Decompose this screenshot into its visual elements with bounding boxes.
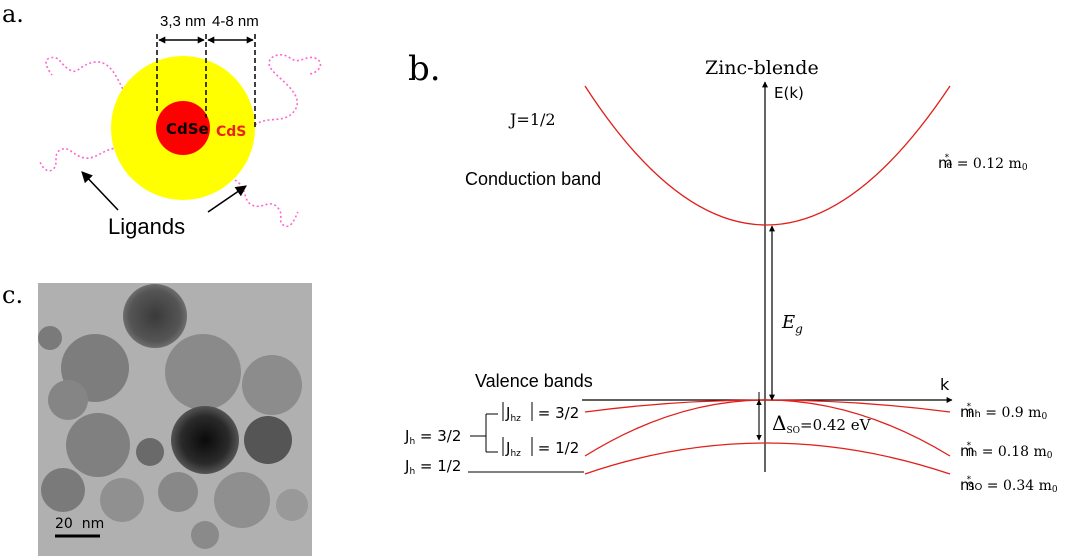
m-letter: m: [960, 403, 975, 421]
k-axis-label: k: [940, 375, 950, 394]
m-subscript: e: [946, 160, 952, 171]
electron-mass-label: m* e = 0.12 m0: [938, 153, 1028, 173]
j-letter: J: [505, 404, 510, 422]
m-subscript: SO: [968, 482, 982, 493]
ligand-arrow-right: [207, 185, 247, 213]
light-hole-band: [584, 399, 951, 457]
m-subscript: hh: [968, 409, 981, 420]
ligands-label: Ligands: [108, 214, 185, 239]
j-value: = 1/2: [415, 457, 461, 475]
jh-32-label: Jh = 3/2: [404, 427, 461, 447]
m-star: *: [967, 475, 972, 485]
nanoparticle: [242, 355, 302, 415]
m-letter: m: [960, 476, 975, 494]
m-value: = 0.12 m: [952, 156, 1022, 172]
split-off-mass-label: m* SO = 0.34 m0: [960, 475, 1058, 495]
diagram-title: Zinc-blende: [705, 57, 819, 79]
conduction-band: [584, 85, 951, 226]
spin-orbit-label: ΔSO=0.42 eV: [772, 411, 872, 436]
panel-b: b. Zinc-blende E(k) k J=1/2 Conduction b…: [404, 49, 1058, 495]
m-letter: m: [938, 154, 953, 172]
band-gap-subscript: g: [795, 322, 803, 336]
j-subscript: hz: [510, 414, 521, 424]
split-off-band: [584, 442, 951, 475]
nanoparticle: [171, 406, 239, 474]
spin-orbit-symbol: Δ: [772, 411, 786, 435]
nanoparticle: [136, 438, 164, 466]
jh-12-label: Jh = 1/2: [404, 457, 461, 477]
m-value: = 0.9 m: [981, 405, 1042, 421]
ligand-strand-top-left: [45, 56, 131, 101]
ligand-strand-right-top: [254, 54, 322, 126]
shell-label: CdS: [216, 124, 246, 140]
m-subscript: lh: [968, 448, 977, 459]
light-hole-mass-label: m* lh = 0.18 m0: [960, 441, 1053, 461]
tem-image: 20 nm: [38, 283, 312, 556]
scale-label: 20 nm: [55, 516, 104, 532]
j-subscript: h: [409, 437, 415, 447]
jhz-12-label: Jhz = 1/2: [502, 437, 579, 459]
panel-a-label: a.: [2, 0, 24, 28]
bracket-lines: [470, 413, 498, 453]
j-letter: J: [404, 427, 409, 445]
nanoparticle: [41, 468, 85, 512]
core-label: CdSe: [166, 120, 209, 138]
band-gap-symbol: E: [781, 312, 795, 333]
jh-bracket: [470, 413, 498, 453]
nanoparticle: [100, 478, 144, 522]
m-star: *: [967, 441, 972, 451]
j-value: = 3/2: [415, 427, 461, 445]
m-star: *: [967, 402, 972, 412]
nanoparticle: [38, 326, 62, 350]
jhz-value: = 1/2: [533, 439, 579, 457]
nanoparticle: [158, 472, 198, 512]
ligand-arrow-left: [81, 171, 119, 211]
m-value: = 0.18 m: [977, 444, 1047, 460]
nanoparticle: [123, 284, 187, 348]
panel-c: c. 20 nm: [2, 281, 312, 556]
cdse-core: [156, 101, 210, 155]
energy-axis-label: E(k): [774, 84, 804, 102]
ligand-strand-bottom-right: [234, 179, 299, 228]
panel-c-label: c.: [2, 281, 23, 309]
m-zero: 0: [1022, 163, 1028, 173]
nanoparticle: [244, 416, 292, 464]
nanoparticle: [214, 472, 270, 528]
m-zero: 0: [1047, 451, 1053, 461]
ligand-strand-left: [39, 147, 119, 172]
nanoparticle: [48, 380, 88, 420]
spin-orbit-value: =0.42 eV: [800, 416, 872, 434]
jhz-32-label: Jhz = 3/2: [502, 402, 579, 424]
nanoparticle: [276, 489, 308, 521]
m-star: *: [945, 153, 950, 163]
j-letter: J: [505, 439, 510, 457]
m-zero: 0: [1052, 485, 1058, 495]
jhz-text: Jhz: [505, 439, 521, 459]
valence-bands-label: Valence bands: [475, 371, 593, 391]
j-letter: J: [404, 457, 409, 475]
shell-size-label: 4-8 nm: [212, 13, 259, 30]
nanoparticle: [165, 334, 241, 410]
j-subscript: hz: [510, 449, 521, 459]
heavy-hole-band: [584, 399, 951, 413]
heavy-hole-mass-label: m* hh = 0.9 m0: [960, 402, 1047, 422]
nanoparticle: [191, 521, 219, 549]
panel-b-label: b.: [408, 49, 441, 89]
m-zero: 0: [1041, 412, 1047, 422]
conduction-band-label: Conduction band: [465, 169, 601, 189]
m-value: = 0.34 m: [982, 478, 1052, 494]
jhz-value: = 3/2: [533, 404, 579, 422]
j-top-label: J=1/2: [508, 110, 556, 129]
j-subscript: h: [409, 467, 415, 477]
nanoparticle: [66, 413, 130, 477]
jhz-text: Jhz: [505, 404, 521, 424]
panel-a: a. CdSe CdS 3,3 nm 4-8 nm Ligands: [2, 0, 322, 239]
ligand-strands: [39, 54, 322, 228]
band-gap-label: Eg: [781, 312, 803, 336]
m-letter: m: [960, 442, 975, 460]
core-size-label: 3,3 nm: [160, 13, 206, 30]
spin-orbit-subscript: SO: [786, 426, 800, 436]
